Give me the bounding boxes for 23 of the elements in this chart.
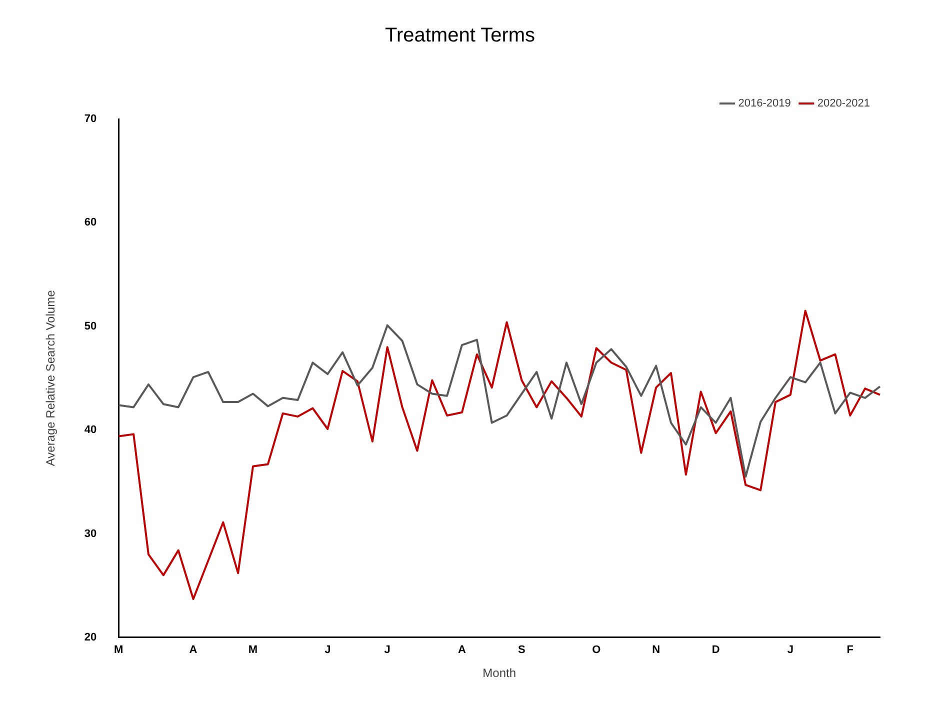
legend-label: 2016-2019 bbox=[738, 98, 791, 110]
y-tick-label: 70 bbox=[84, 113, 97, 126]
x-tick-label: M bbox=[248, 644, 258, 656]
x-tick-label: N bbox=[652, 644, 660, 656]
y-tick-label: 60 bbox=[84, 216, 97, 229]
x-tick-label: D bbox=[712, 644, 720, 656]
x-tick-label: A bbox=[189, 644, 198, 656]
x-tick-label: O bbox=[592, 644, 602, 656]
x-tick-label: A bbox=[458, 644, 466, 656]
legend-label: 2020-2021 bbox=[817, 98, 870, 110]
y-tick-label: 50 bbox=[84, 320, 97, 332]
x-tick-label: S bbox=[518, 644, 526, 656]
y-axis-title: Average Relative Search Volume bbox=[44, 290, 58, 466]
x-tick-label: M bbox=[114, 644, 124, 656]
y-tick-label: 30 bbox=[84, 528, 97, 540]
x-tick-label: F bbox=[846, 644, 854, 656]
chart-title: Treatment Terms bbox=[384, 24, 536, 47]
y-tick-label: 20 bbox=[84, 631, 97, 644]
x-axis-title: Month bbox=[482, 666, 516, 680]
x-tick-label: J bbox=[787, 644, 794, 656]
y-tick-label: 40 bbox=[84, 424, 97, 436]
x-tick-label: J bbox=[384, 644, 390, 656]
x-tick-label: J bbox=[324, 644, 331, 656]
